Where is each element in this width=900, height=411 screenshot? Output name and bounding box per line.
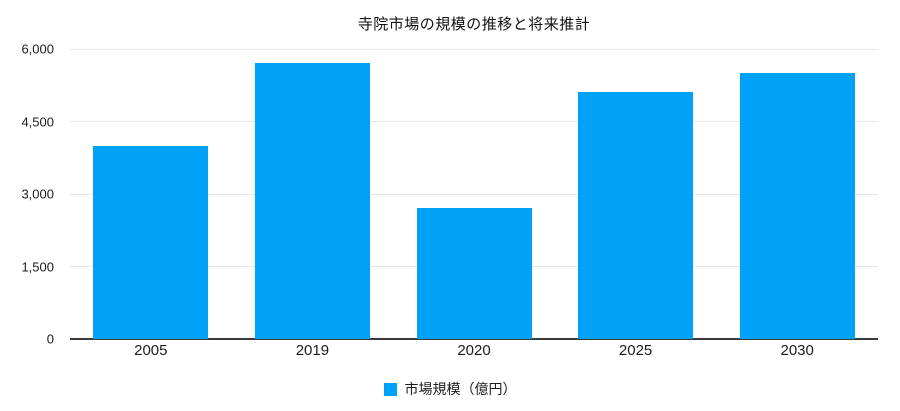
y-axis-labels: 0 1,500 3,000 4,500 6,000 (0, 42, 54, 347)
y-tick-label: 3,000 (21, 186, 54, 202)
x-tick-label: 2005 (134, 342, 168, 359)
legend-swatch (383, 382, 397, 396)
bar-2030 (740, 73, 855, 339)
x-tick-label: 2025 (618, 342, 653, 359)
x-tick-label: 2030 (780, 342, 814, 359)
y-tick-label: 6,000 (21, 41, 54, 57)
y-tick-label: 4,500 (21, 114, 54, 129)
gridline-4500 (70, 121, 878, 122)
x-axis-labels: 2005 2019 2020 2025 2030 (70, 342, 878, 362)
x-tick-label: 2019 (295, 342, 330, 359)
bar-2019 (255, 63, 370, 339)
chart-title: 寺院市場の規模の推移と将来推計 (357, 16, 591, 33)
plot-area (70, 48, 878, 340)
bar-2025 (578, 92, 693, 339)
y-tick-label: 0 (46, 331, 54, 347)
y-tick-label: 1,500 (21, 259, 54, 274)
gridline-6000 (70, 48, 878, 50)
x-tick-label: 2020 (457, 342, 491, 359)
bar-2020 (417, 208, 532, 339)
legend-label: 市場規模（億円） (404, 381, 517, 397)
gridline-3000 (70, 193, 878, 195)
x-axis-line (70, 338, 878, 340)
bar-2005 (93, 146, 208, 339)
legend: 市場規模（億円） (0, 379, 900, 399)
